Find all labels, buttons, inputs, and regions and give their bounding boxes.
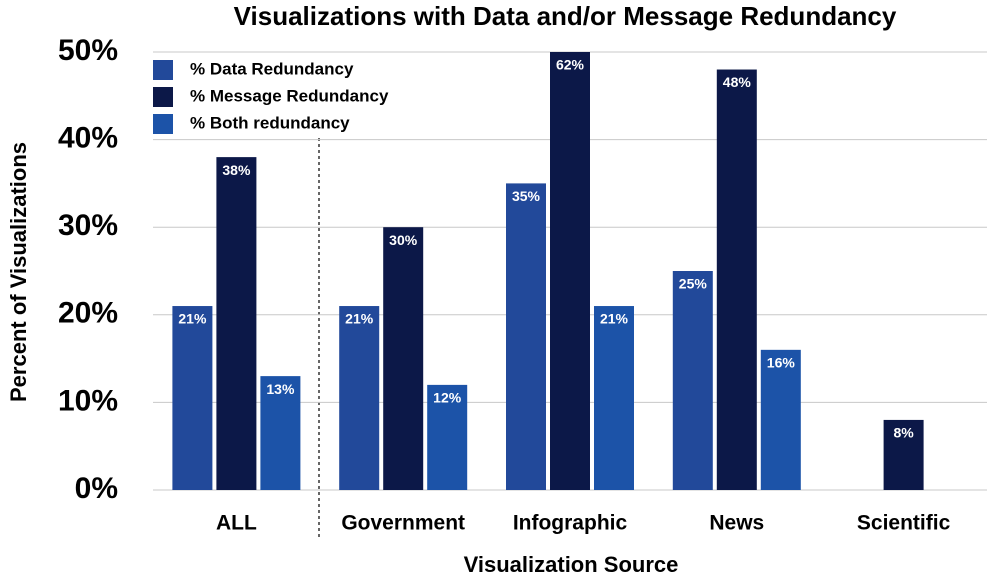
- value-label: 21%: [178, 311, 207, 327]
- chart-title: Visualizations with Data and/or Message …: [234, 1, 897, 31]
- y-tick-label: 10%: [58, 384, 118, 417]
- x-tick-label: ALL: [216, 512, 257, 535]
- y-axis-title: Percent of Visualizations: [6, 142, 31, 402]
- legend-label: % Message Redundancy: [190, 86, 389, 105]
- value-label: 16%: [767, 355, 796, 371]
- x-axis-title: Visualization Source: [464, 552, 679, 577]
- bar: [883, 419, 924, 490]
- bar: [339, 306, 380, 490]
- bar: [550, 52, 590, 490]
- value-label: 8%: [893, 425, 914, 441]
- value-label: 21%: [345, 311, 374, 327]
- plot-bars: [172, 52, 924, 491]
- value-label: 21%: [600, 311, 629, 327]
- bar: [672, 271, 713, 490]
- value-label: 30%: [389, 232, 418, 248]
- bar: [506, 183, 546, 490]
- legend-label: % Data Redundancy: [190, 59, 354, 78]
- value-label: 13%: [266, 381, 295, 397]
- bar: [760, 349, 801, 490]
- y-tick-label: 20%: [58, 297, 118, 330]
- value-label: 62%: [556, 57, 585, 73]
- legend-swatch: [153, 87, 173, 107]
- value-label: 25%: [679, 276, 708, 292]
- x-tick-label: Infographic: [513, 512, 628, 535]
- y-tick-label: 50%: [58, 34, 118, 67]
- legend-swatch: [153, 60, 173, 80]
- bar: [427, 384, 468, 490]
- bar: [383, 227, 424, 490]
- bar: [260, 376, 301, 490]
- legend-swatch: [153, 114, 173, 134]
- value-label: 35%: [512, 188, 541, 204]
- x-tick-label: News: [709, 512, 764, 535]
- legend-label: % Both redundancy: [190, 113, 350, 132]
- value-label: 48%: [723, 74, 752, 90]
- value-label: 38%: [222, 162, 251, 178]
- bar: [594, 306, 634, 490]
- x-tick-label: Government: [341, 512, 465, 535]
- y-tick-label: 0%: [75, 472, 118, 505]
- x-tick-label: Scientific: [857, 512, 951, 535]
- y-tick-label: 40%: [58, 122, 118, 155]
- bar: [716, 69, 757, 491]
- bar: [172, 306, 213, 490]
- value-label: 12%: [433, 390, 462, 406]
- y-tick-label: 30%: [58, 209, 118, 242]
- bar: [216, 157, 257, 490]
